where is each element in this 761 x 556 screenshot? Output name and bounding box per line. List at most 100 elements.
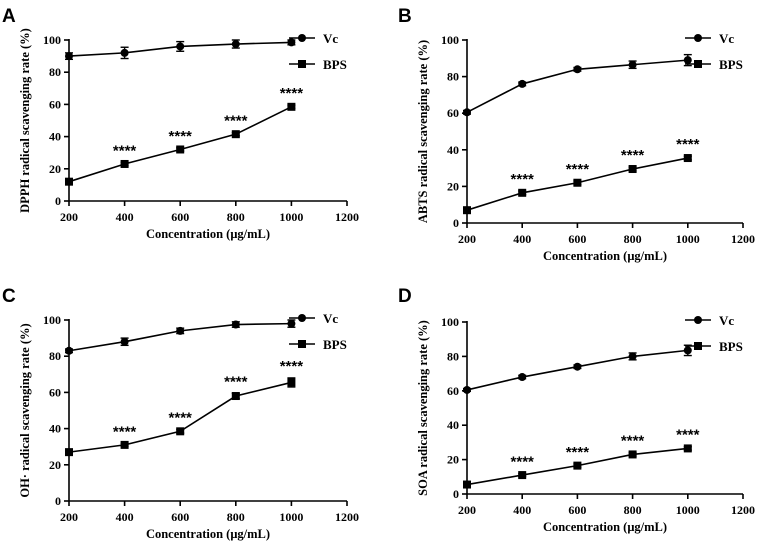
y-tick-label: 80: [49, 349, 61, 363]
panel-letter: B: [398, 6, 412, 27]
x-axis-title: Concentration (μg/mL): [146, 527, 270, 541]
data-point-vc: [628, 352, 637, 361]
x-tick-label: 200: [458, 503, 476, 517]
data-point-vc: [231, 320, 240, 329]
legend-marker-square: [694, 342, 702, 350]
legend-marker-square: [694, 60, 702, 68]
y-tick-label: 60: [447, 384, 459, 398]
legend-item-bps: BPS: [289, 57, 347, 72]
series-vc: [65, 319, 296, 355]
data-point-vc: [176, 326, 185, 335]
x-tick-label: 200: [60, 510, 78, 524]
y-axis-title: ABTS radical scavenging rate (%): [416, 40, 430, 223]
data-point-bps: [628, 165, 637, 174]
legend-marker-circle: [694, 316, 702, 324]
data-point-vc: [120, 48, 129, 57]
series-bps: [463, 444, 692, 489]
series-vc: [463, 53, 692, 117]
y-tick-label: 60: [49, 97, 61, 111]
data-point-vc: [65, 52, 73, 61]
y-tick-label: 0: [453, 216, 459, 230]
legend-item-bps: BPS: [685, 57, 743, 72]
panel-c: C 0 20 40 60 80 100 200 400 600 800 1000 1200 Concent…: [2, 286, 359, 541]
significance-label: ****: [113, 423, 137, 440]
data-point-bps: [120, 159, 129, 168]
legend-marker-circle: [694, 34, 702, 42]
x-tick-label: 600: [568, 503, 586, 517]
x-tick-label: 1200: [731, 232, 755, 246]
y-tick-label: 40: [49, 422, 61, 436]
x-tick-label: 800: [624, 503, 642, 517]
legend-label: BPS: [719, 57, 743, 72]
significance-label: ****: [511, 454, 535, 471]
data-point-vc: [518, 79, 527, 88]
legend-marker-circle: [298, 314, 306, 322]
data-point-bps: [683, 154, 692, 163]
legend-label: BPS: [323, 57, 347, 72]
data-point-vc: [573, 362, 582, 371]
panel-letter: C: [2, 286, 16, 307]
y-axis-title: SOA radical scavenging rate (%): [416, 320, 430, 496]
data-point-vc: [65, 346, 73, 355]
panel-d: D 0 20 40 60 80 100 200 400 600 800 1000 1200 Concent…: [398, 286, 755, 534]
y-tick-label: 100: [43, 313, 61, 327]
data-point-bps: [287, 102, 296, 111]
x-tick-label: 1200: [335, 210, 359, 224]
data-point-bps: [176, 427, 185, 436]
y-tick-label: 80: [447, 70, 459, 84]
y-axis-title: OH· radical scavenging rate (%): [18, 323, 32, 497]
x-tick-label: 600: [171, 210, 189, 224]
y-tick-label: 100: [441, 33, 459, 47]
y-tick-label: 20: [49, 458, 61, 472]
panel-letter: A: [2, 6, 16, 27]
data-point-bps: [628, 450, 637, 459]
significance-label: ****: [169, 128, 193, 145]
legend-label: BPS: [323, 337, 347, 352]
x-tick-label: 800: [227, 510, 245, 524]
data-point-vc: [120, 337, 129, 346]
x-axis-title: Concentration (μg/mL): [146, 227, 270, 241]
legend-label: Vc: [323, 31, 338, 46]
data-point-vc: [231, 40, 240, 49]
series-bps: [65, 102, 296, 186]
data-point-bps: [518, 471, 527, 480]
data-point-vc: [176, 42, 185, 51]
legend-label: BPS: [719, 339, 743, 354]
legend-marker-circle: [298, 34, 306, 42]
significance-label: ****: [280, 358, 304, 375]
x-tick-label: 800: [227, 210, 245, 224]
x-tick-label: 1200: [335, 510, 359, 524]
legend-item-vc: Vc: [289, 31, 338, 46]
significance-label: ****: [224, 113, 248, 130]
x-tick-label: 1000: [676, 232, 700, 246]
x-tick-label: 1000: [279, 510, 303, 524]
x-tick-label: 400: [116, 210, 134, 224]
legend-item-vc: Vc: [685, 313, 734, 328]
significance-label: ****: [511, 171, 535, 188]
legend-label: Vc: [719, 31, 734, 46]
legend-marker-square: [298, 340, 306, 348]
y-tick-label: 60: [447, 106, 459, 120]
x-tick-label: 800: [624, 232, 642, 246]
data-point-vc: [287, 38, 296, 47]
y-tick-label: 60: [49, 385, 61, 399]
data-point-bps: [463, 206, 471, 215]
significance-label: ****: [621, 147, 645, 164]
series-vc: [463, 344, 692, 394]
panel-a: A 0 20 40 60 80 100 200 400 600 800 1000 1200 Concent…: [2, 6, 359, 241]
x-tick-label: 200: [60, 210, 78, 224]
y-tick-label: 80: [49, 65, 61, 79]
data-point-bps: [518, 188, 527, 197]
legend-label: Vc: [719, 313, 734, 328]
x-tick-label: 200: [458, 232, 476, 246]
y-tick-label: 40: [49, 130, 61, 144]
y-tick-label: 40: [447, 418, 459, 432]
data-point-bps: [176, 145, 185, 154]
x-axis-title: Concentration (μg/mL): [543, 520, 667, 534]
data-point-bps: [287, 378, 296, 387]
significance-label: ****: [676, 427, 700, 444]
legend-marker-square: [298, 60, 306, 68]
y-tick-label: 100: [441, 315, 459, 329]
x-tick-label: 1200: [731, 503, 755, 517]
